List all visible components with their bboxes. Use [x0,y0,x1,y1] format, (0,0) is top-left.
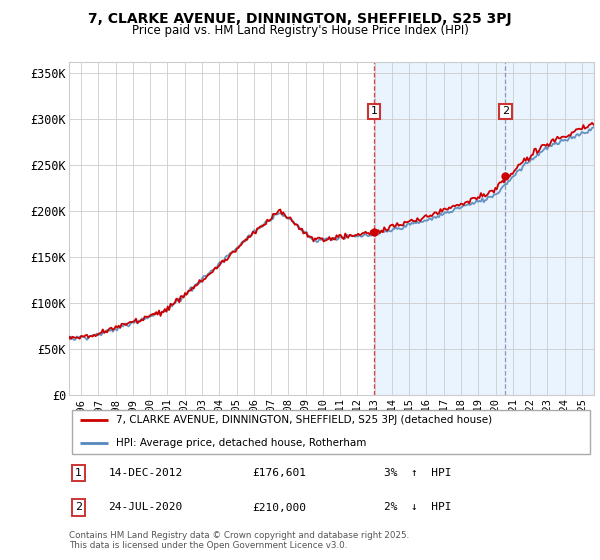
Text: £176,601: £176,601 [253,468,307,478]
Text: £210,000: £210,000 [253,502,307,512]
Text: 1: 1 [370,106,377,116]
Text: 2%  ↓  HPI: 2% ↓ HPI [384,502,452,512]
Text: 3%  ↑  HPI: 3% ↑ HPI [384,468,452,478]
Text: Contains HM Land Registry data © Crown copyright and database right 2025.
This d: Contains HM Land Registry data © Crown c… [69,531,409,550]
FancyBboxPatch shape [71,409,590,454]
Text: Price paid vs. HM Land Registry's House Price Index (HPI): Price paid vs. HM Land Registry's House … [131,24,469,37]
Text: 7, CLARKE AVENUE, DINNINGTON, SHEFFIELD, S25 3PJ (detached house): 7, CLARKE AVENUE, DINNINGTON, SHEFFIELD,… [116,416,493,426]
Text: 7, CLARKE AVENUE, DINNINGTON, SHEFFIELD, S25 3PJ: 7, CLARKE AVENUE, DINNINGTON, SHEFFIELD,… [88,12,512,26]
Text: 2: 2 [75,502,82,512]
Text: 2: 2 [502,106,509,116]
Text: 24-JUL-2020: 24-JUL-2020 [109,502,182,512]
Text: HPI: Average price, detached house, Rotherham: HPI: Average price, detached house, Roth… [116,438,367,448]
Text: 14-DEC-2012: 14-DEC-2012 [109,468,182,478]
Text: 1: 1 [75,468,82,478]
